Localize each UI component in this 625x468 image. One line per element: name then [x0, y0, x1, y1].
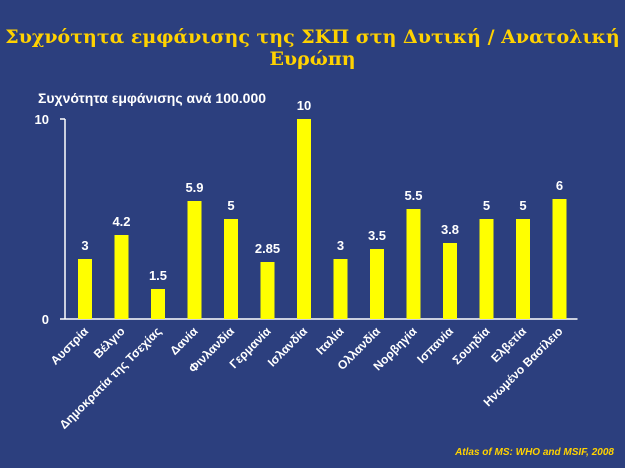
x-tick-label: Ισλανδία	[265, 324, 311, 370]
bar-value-label: 3.5	[368, 228, 386, 243]
bar-value-label: 6	[556, 178, 563, 193]
bar-value-label: 2.85	[255, 241, 280, 256]
bar-value-label: 3.8	[441, 222, 459, 237]
bar	[406, 209, 421, 319]
bar-value-label: 5	[227, 198, 234, 213]
bar-value-label: 5	[483, 198, 490, 213]
bar	[297, 119, 311, 319]
bar	[370, 249, 384, 319]
bar	[187, 201, 202, 319]
bar	[516, 219, 530, 319]
bar-value-label: 5	[519, 198, 526, 213]
bar	[114, 235, 129, 319]
bar	[224, 219, 238, 319]
bar-value-label: 5.9	[185, 180, 203, 195]
bar-value-label: 4.2	[112, 214, 130, 229]
bar	[151, 289, 165, 319]
x-tick-label: Σουηδία	[450, 324, 493, 367]
bar	[78, 259, 92, 319]
bar	[552, 199, 567, 319]
bar	[260, 262, 275, 319]
bar	[333, 259, 348, 319]
bar	[443, 243, 457, 319]
y-tick-label: 10	[35, 112, 49, 127]
bar-value-label: 10	[297, 98, 311, 113]
bar-value-label: 3	[337, 238, 344, 253]
bar-value-label: 3	[81, 238, 88, 253]
x-tick-label: Ιταλία	[313, 324, 347, 358]
slide-title: Συχνότητα εμφάνισης της ΣΚΠ στη Δυτική /…	[5, 26, 620, 70]
bar	[479, 219, 494, 319]
y-tick-label: 0	[42, 312, 49, 327]
x-tick-label: Δανία	[167, 324, 201, 358]
source-note: Atlas of MS: WHO and MSIF, 2008	[455, 447, 614, 458]
x-tick-label: Ισπανία	[414, 324, 456, 366]
bar-value-label: 5.5	[404, 188, 422, 203]
y-axis-label: Συχνότητα εμφάνισης ανά 100.000	[38, 90, 267, 106]
x-tick-label: Αυστρία	[48, 324, 92, 368]
bar-value-label: 1.5	[149, 268, 167, 283]
